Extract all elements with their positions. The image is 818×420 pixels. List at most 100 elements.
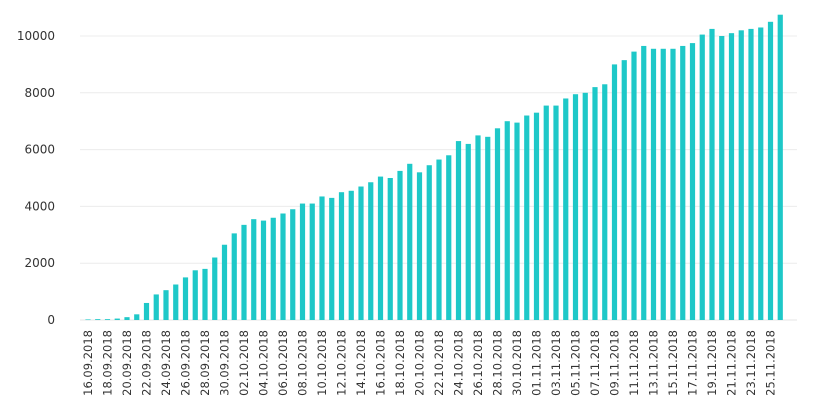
bar — [641, 45, 647, 320]
bar — [270, 217, 276, 320]
x-tick-label: 13.11.2018 — [647, 330, 661, 396]
x-axis-ticks: 16.09.2018 18.09.2018 20.09.2018 22.09.2018… — [81, 330, 778, 396]
bar — [377, 176, 384, 320]
bar — [182, 277, 189, 320]
x-tick-label: 11.11.2018 — [627, 330, 641, 396]
x-tick-label: 24.09.2018 — [159, 330, 173, 396]
bar — [368, 182, 374, 320]
bar — [290, 209, 296, 320]
x-tick-label: 28.10.2018 — [491, 330, 505, 396]
bar — [446, 155, 452, 320]
y-tick-label: 4000 — [24, 199, 55, 213]
x-tick-label: 16.09.2018 — [81, 330, 95, 396]
y-tick-label: 2000 — [24, 256, 55, 270]
x-tick-label: 12.10.2018 — [335, 330, 349, 396]
bar — [436, 159, 442, 320]
bar — [319, 196, 325, 320]
x-tick-label: 24.10.2018 — [452, 330, 466, 396]
bar — [329, 197, 335, 320]
bar — [767, 21, 774, 321]
bar — [85, 319, 91, 321]
x-tick-label: 25.11.2018 — [764, 330, 778, 396]
bar — [163, 290, 169, 320]
bar — [485, 136, 491, 320]
x-tick-label: 20.09.2018 — [120, 330, 134, 396]
bar — [494, 128, 501, 320]
bar — [202, 268, 208, 320]
bar — [387, 178, 393, 320]
bar — [572, 94, 579, 320]
x-tick-label: 26.09.2018 — [179, 330, 193, 396]
bar — [719, 36, 725, 320]
bar — [407, 163, 413, 320]
x-tick-label: 19.11.2018 — [705, 330, 719, 396]
bar — [699, 34, 705, 320]
bar — [426, 165, 432, 320]
x-tick-label: 18.09.2018 — [101, 330, 115, 396]
x-tick-label: 02.10.2018 — [237, 330, 251, 396]
y-axis-ticks: 0 2000 4000 6000 8000 10000 — [17, 29, 55, 327]
x-tick-label: 08.10.2018 — [296, 330, 310, 396]
bar — [533, 112, 540, 321]
bar — [358, 186, 364, 320]
bar — [192, 270, 198, 320]
bar — [689, 43, 696, 320]
bar — [709, 28, 715, 321]
x-tick-label: 06.10.2018 — [276, 330, 290, 396]
bar — [650, 48, 657, 320]
bar — [748, 28, 754, 321]
bar — [104, 319, 111, 320]
x-tick-label: 09.11.2018 — [608, 330, 622, 396]
bar — [455, 141, 462, 320]
bar — [563, 98, 569, 320]
x-tick-label: 30.10.2018 — [510, 330, 524, 396]
x-tick-label: 18.10.2018 — [393, 330, 407, 396]
x-tick-label: 17.11.2018 — [686, 330, 700, 396]
bar — [309, 203, 315, 320]
x-tick-label: 22.10.2018 — [432, 330, 446, 396]
bar — [134, 314, 140, 320]
bar — [621, 60, 627, 320]
bar — [631, 51, 637, 321]
bar — [728, 33, 735, 320]
bar — [95, 319, 101, 320]
bar — [738, 30, 744, 320]
bar — [124, 317, 130, 320]
x-tick-label: 10.10.2018 — [315, 330, 329, 396]
bars — [85, 14, 783, 321]
bar — [338, 192, 345, 320]
bar — [475, 135, 481, 320]
bar — [524, 115, 530, 321]
bar — [504, 121, 510, 320]
bar — [299, 203, 306, 320]
x-tick-label: 05.11.2018 — [569, 330, 583, 396]
x-tick-label: 16.10.2018 — [374, 330, 388, 396]
bar — [680, 45, 686, 320]
bar — [348, 190, 354, 320]
bar — [553, 105, 559, 320]
bar — [114, 318, 120, 320]
x-tick-label: 04.10.2018 — [257, 330, 271, 396]
bar — [416, 172, 423, 320]
bar — [241, 224, 247, 320]
x-tick-label: 30.09.2018 — [218, 330, 232, 396]
bar — [212, 257, 218, 320]
x-tick-label: 23.11.2018 — [744, 330, 758, 396]
bar — [758, 27, 764, 320]
bar — [543, 105, 549, 320]
x-tick-label: 20.10.2018 — [413, 330, 427, 396]
x-tick-label: 22.09.2018 — [140, 330, 154, 396]
bar — [465, 143, 471, 320]
bar — [251, 219, 257, 320]
bar — [260, 220, 267, 320]
bar — [173, 284, 179, 320]
bar — [153, 294, 159, 320]
x-tick-label: 03.11.2018 — [549, 330, 563, 396]
bar — [280, 213, 286, 320]
bar — [397, 170, 403, 320]
bar — [231, 233, 237, 320]
bar — [514, 122, 520, 321]
x-tick-label: 28.09.2018 — [198, 330, 212, 396]
